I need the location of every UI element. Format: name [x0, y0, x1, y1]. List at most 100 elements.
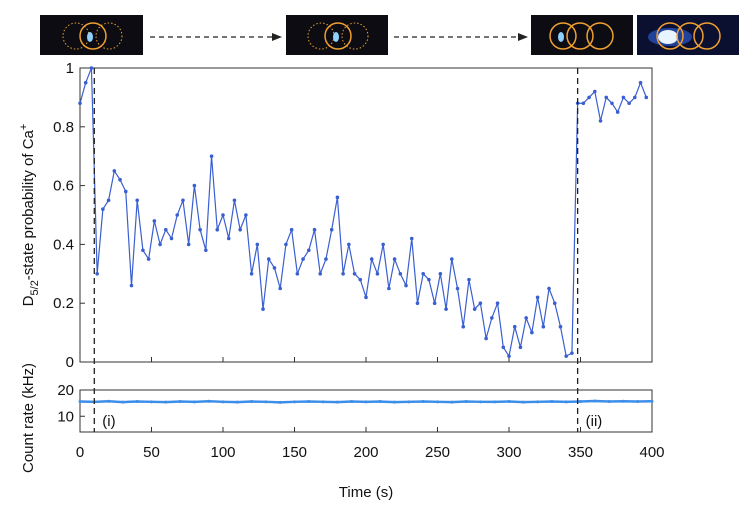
- data-point: [490, 316, 494, 320]
- data-point: [524, 316, 528, 320]
- data-point: [312, 227, 317, 232]
- y-tick-label: 0.4: [53, 236, 74, 253]
- data-point: [436, 400, 439, 404]
- data-point: [307, 400, 311, 404]
- data-point: [535, 295, 540, 300]
- data-point: [324, 257, 328, 261]
- y-label-part: -state probability of Ca: [20, 129, 37, 280]
- data-point: [335, 400, 339, 404]
- data-point: [249, 272, 254, 276]
- data-point: [398, 272, 403, 276]
- x-axis-label: Time (s): [339, 484, 393, 501]
- data-point: [250, 400, 254, 404]
- x-tick-label: 400: [639, 444, 664, 461]
- data-point: [607, 400, 611, 404]
- data-point: [178, 400, 182, 404]
- data-point: [564, 354, 568, 358]
- data-point: [293, 400, 296, 404]
- data-point: [301, 257, 305, 261]
- data-point: [369, 257, 374, 261]
- data-point: [415, 301, 420, 306]
- data-point: [364, 400, 368, 404]
- annotation: (i): [102, 413, 115, 430]
- x-tick-label: 200: [353, 444, 378, 461]
- data-point: [352, 272, 357, 276]
- data-point: [621, 95, 626, 100]
- data-point: [164, 400, 168, 404]
- data-point: [581, 101, 586, 106]
- data-point: [278, 286, 283, 291]
- x-tick-label: 250: [425, 444, 450, 461]
- data-point: [564, 400, 568, 404]
- data-point: [375, 272, 380, 276]
- y-axis-label: Count rate (kHz): [20, 363, 37, 473]
- data-point: [135, 198, 139, 203]
- data-point: [221, 213, 225, 217]
- x-tick-label: 300: [496, 444, 521, 461]
- data-point: [141, 248, 145, 253]
- data-point: [627, 101, 631, 106]
- data-point: [261, 307, 265, 311]
- data-point: [318, 272, 323, 276]
- data-point: [175, 213, 180, 217]
- y-tick-label: 0: [66, 354, 74, 371]
- data-point: [307, 248, 311, 253]
- data-point: [121, 400, 125, 404]
- data-point: [484, 336, 488, 341]
- data-point: [244, 213, 248, 217]
- data-point: [158, 242, 162, 247]
- data-point: [393, 400, 397, 404]
- data-point: [501, 345, 506, 350]
- data-point: [284, 242, 288, 247]
- data-point: [83, 80, 88, 85]
- x-tick-label: 100: [210, 444, 235, 461]
- data-point: [392, 257, 397, 261]
- data-point: [558, 324, 563, 329]
- data-point: [266, 257, 271, 261]
- data-point: [409, 236, 414, 241]
- data-point: [644, 95, 649, 100]
- data-point: [518, 345, 523, 350]
- data-point: [112, 169, 117, 173]
- data-point: [150, 400, 153, 404]
- data-point: [550, 400, 554, 404]
- data-point: [198, 227, 202, 232]
- data-point: [530, 330, 534, 335]
- data-point: [604, 95, 609, 100]
- data-point: [421, 400, 425, 404]
- data-point: [407, 400, 411, 404]
- data-point: [152, 219, 157, 223]
- x-tick-label: 0: [76, 444, 84, 461]
- data-point: [226, 236, 231, 241]
- data-point: [444, 307, 448, 311]
- x-tick-label: 350: [568, 444, 593, 461]
- y-label-part: D: [20, 295, 37, 306]
- data-point: [135, 400, 139, 404]
- data-point: [215, 227, 220, 232]
- data-point: [78, 101, 82, 106]
- data-point: [610, 101, 614, 106]
- y-tick-label: 10: [57, 408, 74, 425]
- data-point: [118, 177, 122, 182]
- data-point: [593, 399, 597, 403]
- data-point: [579, 400, 582, 404]
- annotation: (ii): [586, 413, 603, 430]
- data-point: [289, 227, 294, 232]
- data-point: [495, 301, 500, 306]
- data-point: [547, 286, 551, 291]
- data-point: [455, 286, 460, 291]
- x-tick-label: 150: [282, 444, 307, 461]
- data-point: [264, 400, 268, 404]
- data-point: [232, 198, 237, 203]
- y-tick-label: 20: [57, 382, 74, 399]
- data-point: [450, 257, 454, 261]
- data-point: [381, 242, 385, 247]
- data-point: [78, 400, 82, 404]
- data-point: [192, 183, 197, 188]
- data-point: [255, 242, 260, 247]
- data-point: [164, 227, 168, 232]
- data-point: [209, 154, 214, 158]
- arrow-head: [272, 33, 282, 41]
- y-tick-label: 0.8: [53, 119, 74, 136]
